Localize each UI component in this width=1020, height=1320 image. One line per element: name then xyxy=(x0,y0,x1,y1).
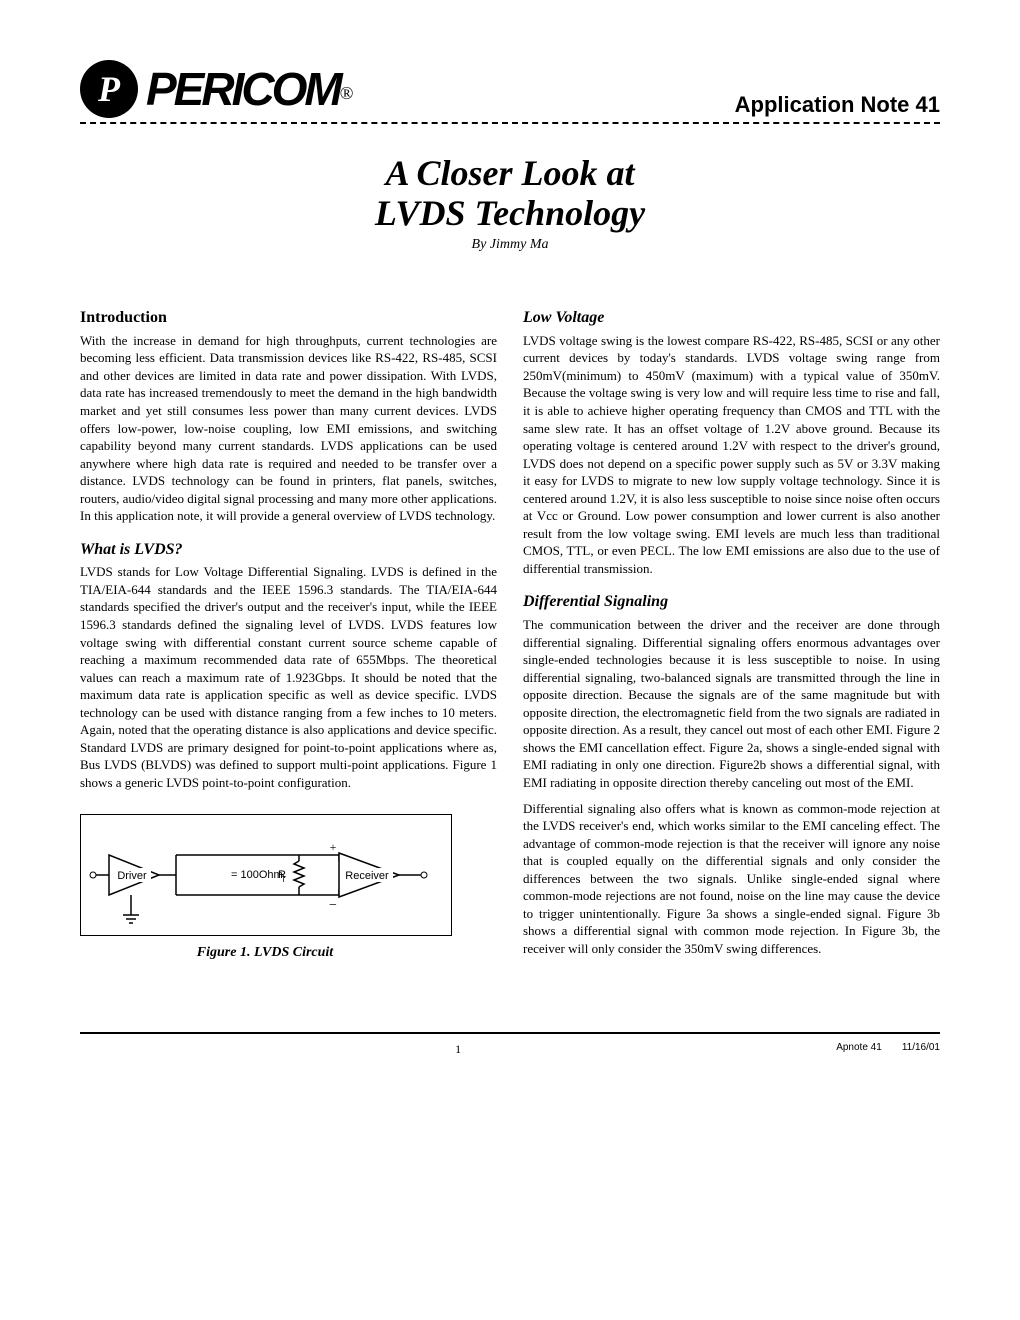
svg-text:+: + xyxy=(330,840,337,854)
logo: P PERICOM® xyxy=(80,60,353,118)
figure-1-caption: Figure 1. LVDS Circuit xyxy=(80,944,450,963)
byline: By Jimmy Ma xyxy=(80,237,940,253)
footer-right: Apnote 41 11/16/01 xyxy=(836,1042,940,1057)
section-head-introduction: Introduction xyxy=(80,307,497,329)
page-number: 1 xyxy=(80,1042,836,1057)
left-column: Introduction With the increase in demand… xyxy=(80,293,497,972)
page-footer: 1 Apnote 41 11/16/01 xyxy=(80,1032,940,1057)
header-rule xyxy=(80,122,940,124)
registered-mark: ® xyxy=(340,83,354,104)
svg-text:−: − xyxy=(329,898,337,913)
figure-1-diagram: Driver R T = 100Ohm xyxy=(80,814,452,936)
logo-text: PERICOM xyxy=(146,62,340,116)
introduction-body: With the increase in demand for high thr… xyxy=(80,332,497,525)
svg-text:Receiver: Receiver xyxy=(345,870,389,882)
document-title-line2: LVDS Technology xyxy=(80,194,940,234)
title-block: A Closer Look at LVDS Technology By Jimm… xyxy=(80,154,940,253)
section-head-what-is-lvds: What is LVDS? xyxy=(80,539,497,561)
right-column: Low Voltage LVDS voltage swing is the lo… xyxy=(523,293,940,972)
footer-apnote: Apnote 41 xyxy=(836,1042,882,1057)
logo-mark: P xyxy=(80,60,138,118)
section-head-low-voltage: Low Voltage xyxy=(523,307,940,329)
differential-body-2: Differential signaling also offers what … xyxy=(523,800,940,958)
body-columns: Introduction With the increase in demand… xyxy=(80,293,940,972)
svg-text:= 100Ohm: = 100Ohm xyxy=(231,869,283,881)
low-voltage-body: LVDS voltage swing is the lowest compare… xyxy=(523,332,940,578)
page-header: P PERICOM® Application Note 41 xyxy=(80,60,940,118)
figure-1: Driver R T = 100Ohm xyxy=(80,814,497,963)
driver-label: Driver xyxy=(117,870,147,882)
bolt-icon: P xyxy=(98,68,120,110)
footer-date: 11/16/01 xyxy=(902,1042,940,1057)
document-title-line1: A Closer Look at xyxy=(80,154,940,194)
differential-body-1: The communication between the driver and… xyxy=(523,616,940,791)
application-note-label: Application Note 41 xyxy=(735,92,940,118)
what-is-lvds-body: LVDS stands for Low Voltage Differential… xyxy=(80,563,497,791)
section-head-differential-signaling: Differential Signaling xyxy=(523,591,940,613)
